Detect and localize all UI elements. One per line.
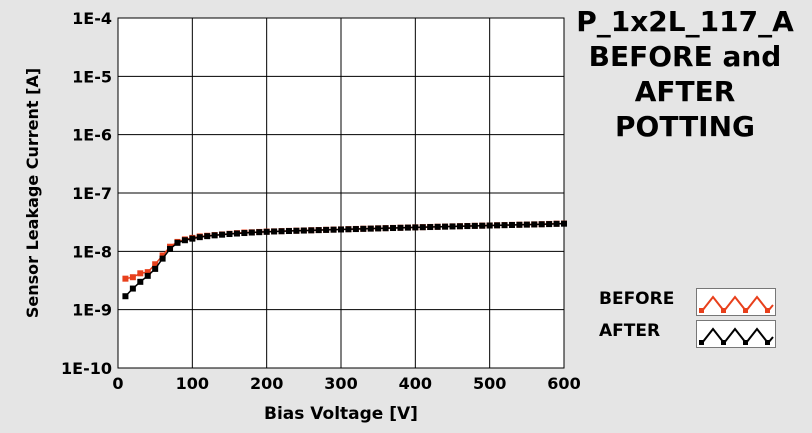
after-point xyxy=(330,226,337,233)
after-point xyxy=(516,221,523,228)
before-point xyxy=(159,252,166,259)
after-point xyxy=(434,223,441,230)
title-line-2: BEFORE and xyxy=(588,40,782,73)
legend: BEFORE AFTER xyxy=(588,280,784,350)
after-point xyxy=(137,278,144,285)
after-point xyxy=(285,228,292,235)
after-point xyxy=(471,222,478,229)
after-point xyxy=(181,237,188,244)
after-point xyxy=(219,231,226,238)
after-point xyxy=(352,226,359,233)
after-point xyxy=(382,225,389,232)
after-point xyxy=(233,230,240,237)
after-point xyxy=(404,224,411,231)
after-point xyxy=(241,230,248,237)
after-point xyxy=(315,227,322,234)
x-tick-label: 600 xyxy=(547,374,580,393)
after-point xyxy=(427,224,434,231)
title-line-1: P_1x2L_117_A xyxy=(576,5,794,38)
after-point xyxy=(523,221,530,228)
after-point xyxy=(546,221,553,228)
after-point xyxy=(248,229,255,236)
before-point xyxy=(137,270,144,277)
after-point xyxy=(375,225,382,232)
y-axis-label: Sensor Leakage Current [A] xyxy=(23,68,42,318)
y-tick-label: 1E-6 xyxy=(72,126,112,145)
legend-item-after: AFTER xyxy=(588,316,784,348)
after-point xyxy=(501,222,508,229)
after-point xyxy=(442,223,449,230)
y-tick-label: 1E-8 xyxy=(72,242,112,261)
before-point xyxy=(144,269,151,276)
x-tick-label: 300 xyxy=(324,374,357,393)
after-point xyxy=(494,222,501,229)
after-point xyxy=(167,245,174,252)
legend-label-before: BEFORE xyxy=(599,289,675,309)
y-tick-label: 1E-4 xyxy=(72,9,112,28)
after-point xyxy=(129,285,136,292)
after-point xyxy=(531,221,538,228)
before-point xyxy=(152,261,159,268)
after-point xyxy=(412,224,419,231)
x-tick-label: 100 xyxy=(176,374,209,393)
after-point xyxy=(152,265,159,272)
after-point xyxy=(479,222,486,229)
after-point xyxy=(211,232,218,239)
after-point xyxy=(300,227,307,234)
y-tick-label: 1E-5 xyxy=(72,67,112,86)
after-point xyxy=(338,226,344,233)
legend-item-before: BEFORE xyxy=(588,284,784,316)
grid-lines xyxy=(118,18,564,368)
after-point xyxy=(278,228,285,235)
after-point xyxy=(196,234,203,241)
after-point xyxy=(174,239,181,246)
after-point xyxy=(561,220,567,227)
after-point xyxy=(323,226,330,233)
title-line-3: AFTER xyxy=(634,75,736,108)
after-point xyxy=(122,293,129,300)
x-tick-label: 500 xyxy=(473,374,506,393)
y-tick-label: 1E-10 xyxy=(61,359,112,378)
after-point xyxy=(390,225,397,232)
after-point xyxy=(456,223,463,230)
x-tick-label: 200 xyxy=(250,374,283,393)
after-point xyxy=(144,272,151,279)
legend-swatch-after xyxy=(696,320,776,348)
after-point xyxy=(226,231,233,238)
after-point xyxy=(464,223,471,230)
after-point xyxy=(308,227,315,234)
after-point xyxy=(263,228,270,235)
title-line-4: POTTING xyxy=(615,110,755,143)
after-point xyxy=(159,255,166,262)
after-point xyxy=(538,221,545,228)
after-point xyxy=(397,224,404,231)
after-point xyxy=(204,233,211,240)
after-point xyxy=(293,227,300,234)
y-tick-label: 1E-9 xyxy=(72,301,112,320)
after-point xyxy=(419,224,426,231)
after-point xyxy=(553,220,560,227)
x-tick-labels: 0 100 200 300 400 500 600 xyxy=(112,374,580,393)
x-axis-label: Bias Voltage [V] xyxy=(264,404,418,424)
y-tick-labels: 1E-10 1E-9 1E-8 1E-7 1E-6 1E-5 1E-4 xyxy=(61,9,112,378)
after-point xyxy=(345,226,352,233)
x-tick-label: 0 xyxy=(112,374,123,393)
after-point xyxy=(360,225,367,232)
x-tick-label: 400 xyxy=(399,374,432,393)
after-point xyxy=(486,222,493,229)
after-point xyxy=(189,235,196,242)
legend-swatch-before xyxy=(696,288,776,316)
after-point xyxy=(367,225,374,232)
series-after xyxy=(122,220,567,300)
after-point xyxy=(508,221,515,228)
y-tick-label: 1E-7 xyxy=(72,184,112,203)
after-point xyxy=(271,228,278,235)
after-point xyxy=(256,229,263,236)
chart-title: P_1x2L_117_A BEFORE and AFTER POTTING xyxy=(562,4,808,144)
before-point xyxy=(122,275,129,282)
after-point xyxy=(449,223,456,230)
legend-label-after: AFTER xyxy=(599,321,661,341)
before-point xyxy=(129,274,136,281)
